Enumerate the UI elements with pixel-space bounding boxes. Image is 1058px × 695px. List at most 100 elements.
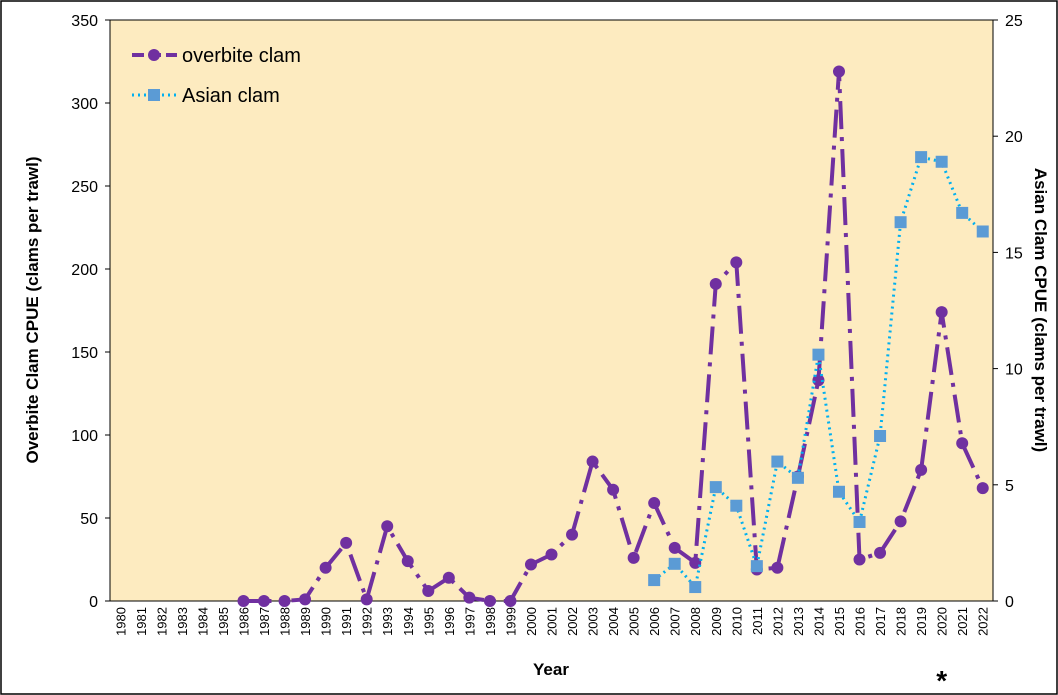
y-tick-label: 150 [71,345,98,362]
y2-tick-label: 5 [1005,478,1014,495]
x-tick-label: 1993 [380,607,395,636]
marker [668,557,681,570]
x-tick-label: 1987 [257,607,272,636]
y2-tick-label: 15 [1005,245,1023,262]
x-tick-label: 2005 [627,607,642,636]
marker [381,520,394,533]
marker [401,555,414,568]
y-tick-label: 100 [71,428,98,445]
marker [750,560,763,573]
y2-axis-title: Asian Clam CPUE (clams per trawl) [1031,168,1050,452]
marker [791,471,804,484]
marker [524,558,537,571]
marker [648,497,661,510]
x-tick-label: 2012 [770,607,785,636]
y-tick-label: 50 [80,511,98,528]
marker [976,225,989,238]
marker [853,553,866,566]
marker [853,515,866,528]
x-tick-label: 2016 [853,607,868,636]
y-tick-label: 0 [89,594,98,611]
x-tick-label: 1998 [483,607,498,636]
x-tick-label: 1999 [503,607,518,636]
x-tick-label: 2017 [873,607,888,636]
x-axis-title: Year [533,660,569,679]
x-tick-label: 1980 [113,607,128,636]
y-tick-label: 200 [71,262,98,279]
marker [730,499,743,512]
marker [278,595,291,607]
marker [894,515,907,528]
marker [956,206,969,219]
marker [832,485,845,498]
x-tick-label: 2004 [606,607,621,636]
x-tick-label: 1997 [462,607,477,636]
x-tick-label: 2013 [791,607,806,636]
marker [586,455,599,468]
y-tick-label: 250 [71,179,98,196]
marker [340,536,353,549]
legend-marker [148,49,160,61]
x-tick-label: 2015 [832,607,847,636]
marker [812,374,825,387]
marker [709,277,722,290]
marker [483,595,496,607]
marker [812,348,825,361]
marker [258,595,271,607]
x-tick-label: 1982 [154,607,169,636]
x-tick-label: 1988 [278,607,293,636]
marker [915,463,928,476]
y-tick-label: 300 [71,96,98,113]
marker [771,561,784,574]
legend-label: Asian clam [182,85,280,107]
marker [689,581,702,594]
x-tick-label: 2001 [545,607,560,636]
series-line [653,155,984,591]
marker [935,306,948,319]
x-tick-label: 1991 [339,607,354,636]
x-tick-label: 2019 [914,607,929,636]
marker [319,561,332,574]
marker [915,151,928,164]
x-tick-label: 2006 [647,607,662,636]
x-tick-label: 1983 [175,607,190,636]
x-tick-label: 2007 [668,607,683,636]
marker [299,593,312,606]
y2-tick-label: 25 [1005,13,1023,30]
x-tick-label: 1992 [360,607,375,636]
marker [730,256,743,269]
x-tick-label: 2022 [976,607,991,636]
marker [627,551,640,564]
marker [360,593,373,606]
x-tick-label: 1994 [401,607,416,636]
marker [442,571,455,584]
x-tick-label: 1996 [442,607,457,636]
marker [874,429,887,442]
marker [709,481,722,494]
x-tick-label: 2000 [524,607,539,636]
x-tick-label: 2003 [586,607,601,636]
legend-marker [148,89,160,101]
annotation: * [936,665,947,695]
marker [689,556,702,569]
x-tick-label: 1989 [298,607,313,636]
legend-label: overbite clam [182,45,301,67]
x-tick-label: 1990 [319,607,334,636]
marker [976,482,989,495]
x-tick-label: 2020 [935,607,950,636]
marker [894,216,907,229]
marker [422,585,435,598]
marker [648,574,661,587]
y2-tick-label: 10 [1005,362,1023,379]
y2-tick-label: 0 [1005,594,1014,611]
y2-tick-label: 20 [1005,129,1023,146]
x-tick-label: 1984 [195,607,210,636]
marker [545,548,558,561]
marker [237,595,250,607]
marker [504,595,517,607]
marker [463,591,476,604]
marker [607,483,620,496]
x-tick-label: 2009 [709,607,724,636]
x-tick-label: 1995 [421,607,436,636]
